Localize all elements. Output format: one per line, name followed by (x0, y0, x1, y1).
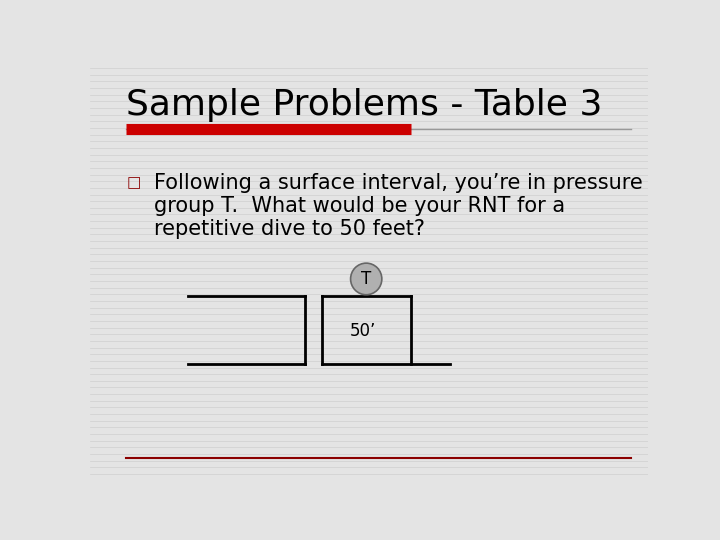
Text: 50’: 50’ (350, 322, 377, 340)
Text: Sample Problems - Table 3: Sample Problems - Table 3 (126, 87, 603, 122)
Text: □: □ (126, 175, 140, 190)
Text: T: T (361, 270, 372, 288)
Text: Following a surface interval, you’re in pressure: Following a surface interval, you’re in … (154, 173, 643, 193)
Ellipse shape (351, 263, 382, 295)
Text: repetitive dive to 50 feet?: repetitive dive to 50 feet? (154, 219, 426, 239)
Text: group T.  What would be your RNT for a: group T. What would be your RNT for a (154, 196, 565, 216)
